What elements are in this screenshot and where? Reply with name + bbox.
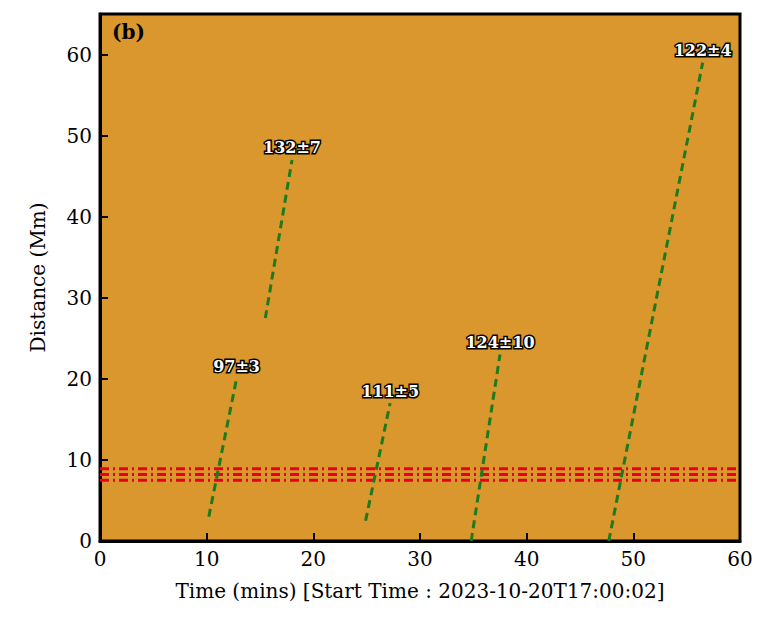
svg-text:40: 40: [67, 205, 92, 229]
svg-text:60: 60: [727, 547, 752, 571]
svg-text:10: 10: [67, 448, 92, 472]
svg-text:50: 50: [67, 124, 92, 148]
svg-text:132±7: 132±7: [263, 138, 321, 157]
svg-text:111±5: 111±5: [361, 382, 419, 401]
svg-text:30: 30: [407, 547, 432, 571]
svg-text:Time (mins) [Start Time : 2023: Time (mins) [Start Time : 2023-10-20T17:…: [175, 579, 664, 603]
svg-text:124±10: 124±10: [465, 333, 534, 352]
svg-text:30: 30: [67, 286, 92, 310]
svg-text:0: 0: [79, 529, 92, 553]
svg-text:40: 40: [514, 547, 539, 571]
svg-text:20: 20: [301, 547, 326, 571]
svg-text:(b): (b): [112, 20, 145, 44]
svg-text:10: 10: [194, 547, 219, 571]
svg-text:20: 20: [67, 367, 92, 391]
svg-text:60: 60: [67, 43, 92, 67]
svg-text:50: 50: [621, 547, 646, 571]
svg-text:122±4: 122±4: [674, 41, 732, 60]
svg-text:0: 0: [94, 547, 107, 571]
svg-text:97±3: 97±3: [213, 357, 260, 376]
svg-text:Distance (Mm): Distance (Mm): [26, 203, 50, 353]
